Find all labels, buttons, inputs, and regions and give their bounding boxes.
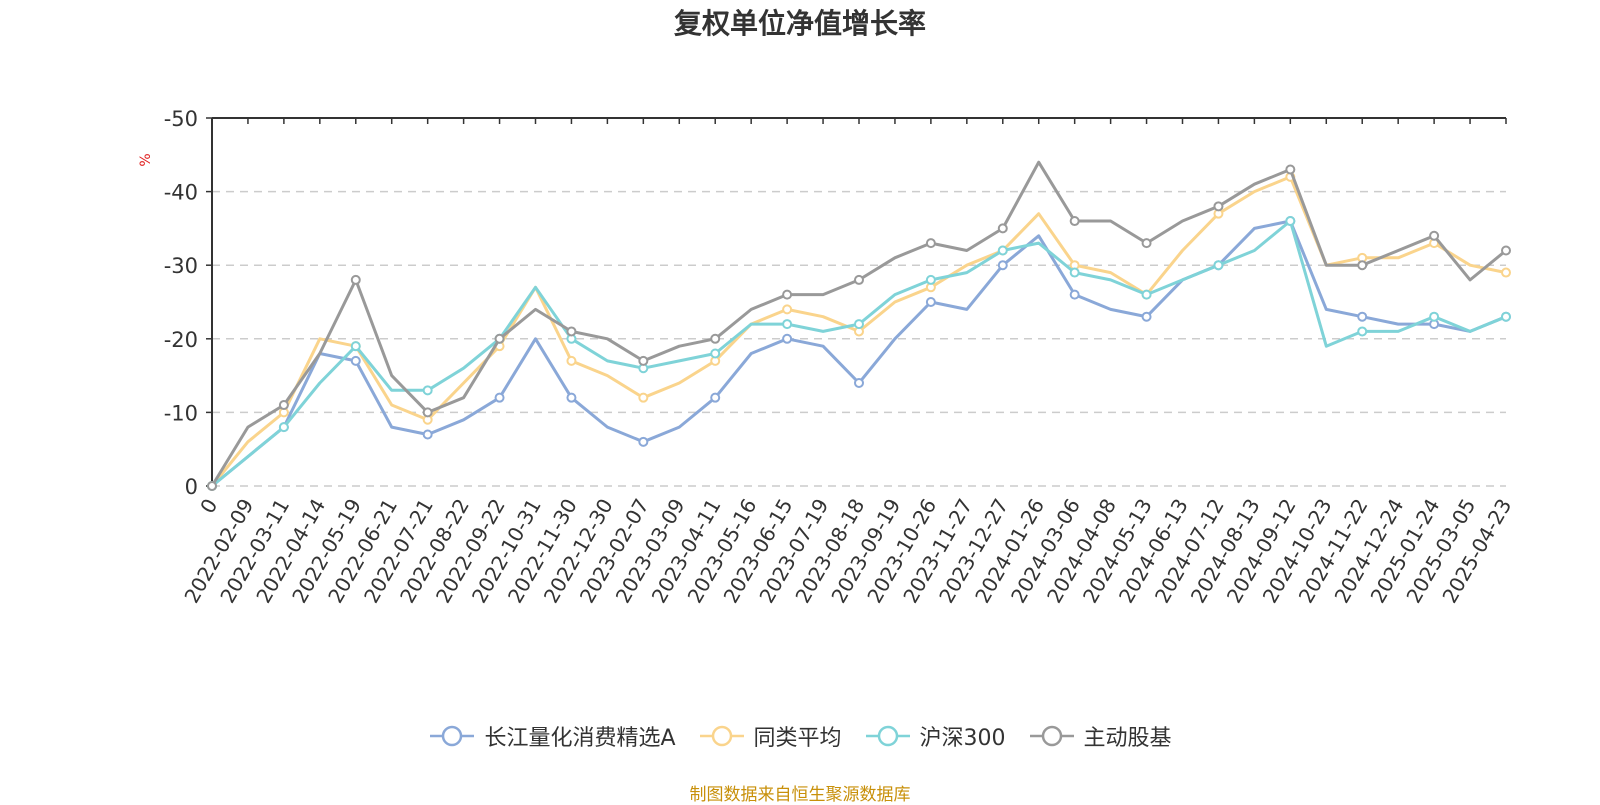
data-point	[350, 274, 361, 285]
data-point	[566, 355, 577, 366]
data-point	[566, 392, 577, 403]
data-point	[638, 392, 649, 403]
legend-item-2[interactable]: 沪深300	[864, 720, 1006, 752]
legend-swatch	[865, 725, 910, 747]
data-point	[207, 481, 217, 491]
legend-label: 长江量化消费精选A	[484, 726, 676, 751]
data-point	[1213, 260, 1224, 271]
data-point	[782, 304, 793, 315]
y-tick-label: -40	[164, 181, 198, 205]
y-tick-label: -10	[164, 401, 198, 425]
data-point	[1357, 311, 1368, 322]
y-tick-label: -30	[164, 254, 198, 278]
data-point	[422, 429, 433, 440]
legend-label: 沪深300	[919, 726, 1006, 751]
data-point	[782, 333, 793, 344]
data-point	[854, 377, 864, 388]
data-point	[422, 385, 433, 396]
legend-label: 主动股基	[1083, 726, 1172, 751]
data-point	[782, 319, 793, 330]
data-point	[1141, 289, 1152, 300]
data-point	[1429, 230, 1440, 241]
data-point	[1501, 311, 1511, 322]
data-point	[350, 341, 361, 352]
data-point	[925, 274, 936, 285]
data-point	[1357, 326, 1368, 337]
data-point	[422, 407, 433, 418]
data-point	[854, 274, 864, 285]
data-point	[1501, 245, 1511, 256]
data-point	[997, 260, 1008, 271]
data-point	[1141, 311, 1152, 322]
data-point	[1069, 289, 1080, 300]
data-point	[638, 436, 649, 447]
legend-item-0[interactable]: 长江量化消费精选A	[428, 720, 676, 752]
y-tick-label: -50	[164, 107, 198, 131]
data-point	[1285, 216, 1296, 227]
data-point	[1429, 311, 1440, 322]
data-point	[854, 319, 864, 330]
x-tick-label: 0	[195, 495, 222, 518]
data-point	[278, 400, 289, 411]
legend-item-3[interactable]: 主动股基	[1028, 720, 1172, 752]
legend-swatch	[430, 725, 475, 747]
data-point	[1285, 164, 1296, 175]
data-point	[494, 333, 505, 344]
legend-label: 同类平均	[753, 726, 842, 751]
chart-title: 复权单位净值增长率	[673, 7, 926, 40]
legend-swatch	[699, 725, 744, 747]
data-point	[566, 326, 577, 337]
series-line-2	[211, 219, 1507, 488]
data-point	[710, 333, 721, 344]
data-point	[925, 297, 936, 307]
chart-legend: 长江量化消费精选A 同类平均 沪深300 主动股基	[0, 720, 1600, 752]
y-tick-label: 0	[185, 475, 198, 499]
data-point	[494, 392, 505, 403]
legend-item-1[interactable]: 同类平均	[698, 720, 842, 752]
data-point	[997, 245, 1008, 256]
series-line-0	[211, 219, 1507, 488]
data-point	[925, 238, 936, 249]
series-lines	[207, 160, 1511, 491]
y-axis-unit-label: %	[138, 153, 154, 166]
y-tick-label: -20	[164, 328, 198, 352]
data-point	[710, 392, 721, 403]
data-point	[1213, 201, 1224, 212]
legend-swatch	[1029, 725, 1074, 747]
source-note: 制图数据来自恒生聚源数据库	[689, 785, 911, 805]
data-point	[1069, 267, 1080, 278]
data-point	[638, 355, 649, 366]
data-point	[782, 289, 793, 300]
data-point	[1141, 238, 1152, 249]
data-point	[1501, 267, 1511, 278]
data-point	[997, 223, 1008, 234]
data-point	[1069, 216, 1080, 227]
data-point	[278, 422, 289, 433]
data-point	[710, 348, 721, 359]
data-point	[350, 355, 361, 366]
data-point	[1357, 260, 1368, 271]
